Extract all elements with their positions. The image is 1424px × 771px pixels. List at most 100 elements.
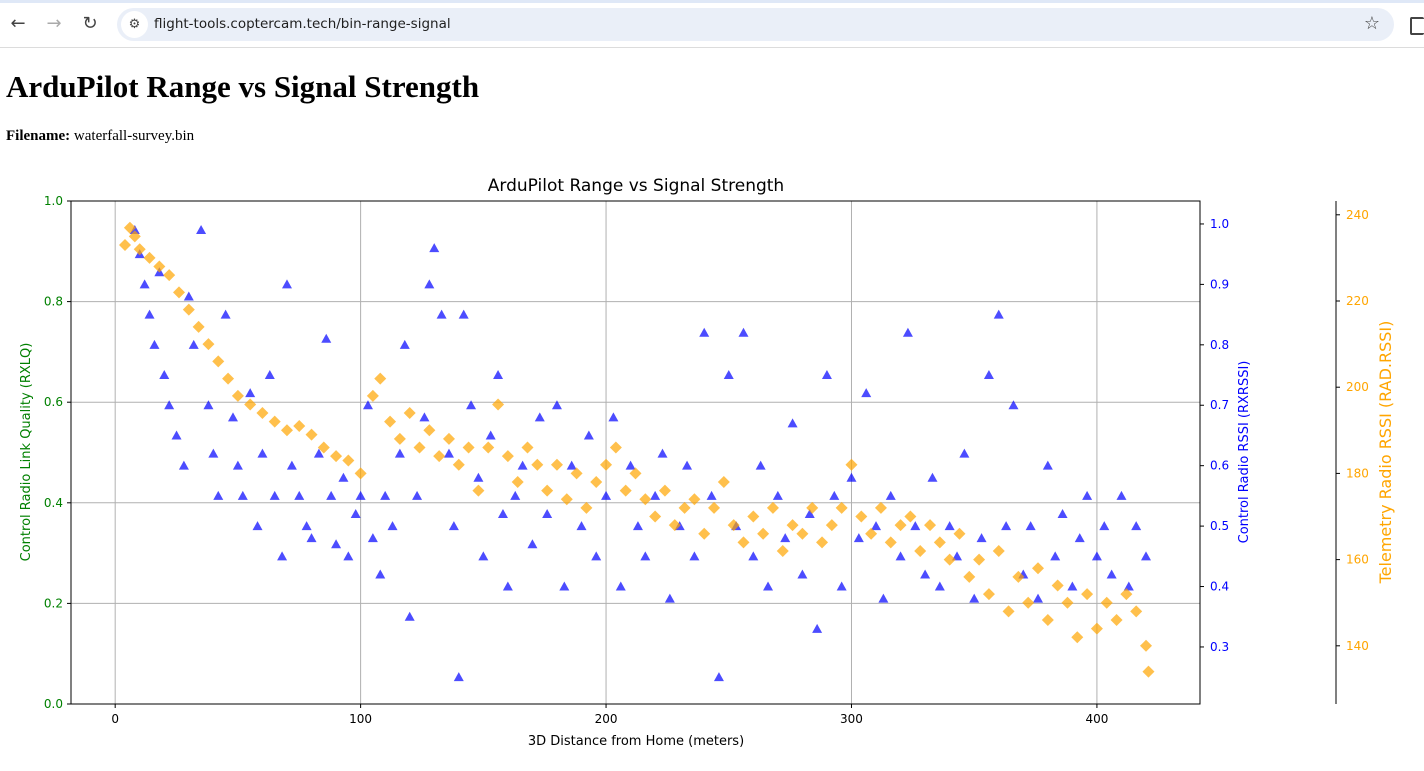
rad-rssi-point: [118, 238, 131, 251]
rxrssi-point: [159, 370, 170, 380]
reload-icon[interactable]: ↻: [82, 13, 98, 34]
rxrssi-point: [657, 448, 668, 458]
rad-rssi-point: [1022, 596, 1035, 609]
rxrssi-axis-label: Control Radio RSSI (RXRSSI): [1237, 361, 1252, 544]
rad-rssi-point: [727, 519, 740, 532]
rad-rssi-point: [943, 553, 956, 566]
rad-rssi-point: [776, 544, 789, 557]
rxrssi-point: [591, 551, 602, 561]
rad-rssi-point: [452, 458, 465, 471]
rad-rssi-point: [143, 251, 156, 264]
browser-toolbar: ← → ↻ ⚙ flight-tools.coptercam.tech/bin-…: [0, 3, 1424, 48]
rad-rssi-point: [330, 450, 343, 463]
rad-rssi-point: [904, 510, 917, 523]
rxrssi-point: [301, 521, 312, 531]
rad-rssi-point: [757, 527, 770, 540]
rxrssi-point: [983, 370, 994, 380]
rad-rssi-point: [1110, 613, 1123, 626]
rxrssi-point: [797, 569, 808, 579]
rxrssi-point: [466, 400, 477, 410]
rad-rssi-tick-label: 200: [1346, 380, 1369, 394]
rad-rssi-point: [541, 484, 554, 497]
rad-rssi-point: [393, 432, 406, 445]
rxrssi-point: [419, 412, 430, 422]
rad-rssi-point: [1090, 622, 1103, 635]
rad-rssi-point: [619, 484, 632, 497]
rad-rssi-point: [658, 484, 671, 497]
rad-rssi-point: [342, 454, 355, 467]
rad-rssi-point: [1071, 631, 1084, 644]
rxrssi-point: [478, 551, 489, 561]
url-text[interactable]: flight-tools.coptercam.tech/bin-range-si…: [154, 16, 451, 32]
rxrssi-point: [493, 370, 504, 380]
rad-rssi-point: [835, 501, 848, 514]
rxrssi-point: [1082, 490, 1093, 500]
x-tick-label: 300: [840, 712, 863, 726]
extension-icon[interactable]: [1410, 17, 1424, 35]
rxrssi-tick-label: 0.6: [1210, 459, 1229, 473]
left-axis-label: Control Radio Link Quality (RXLQ): [19, 343, 34, 562]
rxrssi-point: [429, 243, 440, 253]
rxrssi-point: [910, 521, 921, 531]
rad-rssi-tick-label: 180: [1346, 466, 1369, 480]
rxrssi-point: [566, 460, 577, 470]
rad-rssi-point: [244, 398, 257, 411]
rad-rssi-point: [600, 458, 613, 471]
rxrssi-point: [551, 400, 562, 410]
filename-value: waterfall-survey.bin: [73, 128, 195, 144]
rad-rssi-point: [472, 484, 485, 497]
rxrssi-point: [780, 533, 791, 543]
rad-rssi-point: [231, 389, 244, 402]
rxrssi-point: [640, 551, 651, 561]
rxrssi-point: [821, 370, 832, 380]
rxrssi-point: [355, 490, 366, 500]
rxrssi-point: [375, 569, 386, 579]
rxrssi-point: [829, 490, 840, 500]
rad-rssi-point: [796, 527, 809, 540]
rxrssi-point: [497, 509, 508, 519]
rad-rssi-point: [933, 536, 946, 549]
rad-rssi-point: [963, 570, 976, 583]
rxrssi-point: [1091, 551, 1102, 561]
rad-rssi-axis-label: Telemetry Radio RSSI (RAD.RSSI): [1376, 321, 1395, 585]
left-y-tick-label: 0.4: [44, 496, 63, 510]
rad-rssi-point: [433, 450, 446, 463]
rad-rssi-point: [280, 424, 293, 437]
rxrssi-point: [208, 448, 219, 458]
filename-line: Filename: waterfall-survey.bin: [6, 128, 194, 145]
rxrssi-point: [129, 225, 140, 235]
forward-icon[interactable]: →: [46, 13, 62, 34]
left-y-tick-label: 0.0: [44, 697, 63, 711]
rxrssi-point: [443, 448, 454, 458]
address-bar[interactable]: ⚙ flight-tools.coptercam.tech/bin-range-…: [117, 8, 1394, 41]
rxrssi-point: [306, 533, 317, 543]
rxrssi-point: [220, 309, 231, 319]
rxrssi-point: [448, 521, 459, 531]
x-axis-label: 3D Distance from Home (meters): [528, 734, 744, 749]
rxrssi-point: [993, 309, 1004, 319]
bookmark-star-icon[interactable]: ☆: [1363, 13, 1380, 34]
back-icon[interactable]: ←: [10, 13, 26, 34]
rad-rssi-tick-label: 240: [1346, 208, 1369, 222]
rad-rssi-point: [531, 458, 544, 471]
rxrssi-point: [281, 279, 292, 289]
rad-rssi-point: [560, 493, 573, 506]
rad-rssi-point: [874, 501, 887, 514]
left-y-tick-label: 0.8: [44, 295, 63, 309]
site-settings-icon[interactable]: ⚙: [121, 11, 148, 38]
rxrssi-point: [1001, 521, 1012, 531]
rxrssi-point: [559, 581, 570, 591]
rxrssi-tick-label: 0.4: [1210, 580, 1229, 594]
rxrssi-point: [412, 490, 423, 500]
rxrssi-point: [723, 370, 734, 380]
rad-rssi-point: [1051, 579, 1064, 592]
rxrssi-point: [294, 490, 305, 500]
rxrssi-point: [404, 611, 415, 621]
rxrssi-point: [772, 490, 783, 500]
rad-rssi-point: [855, 510, 868, 523]
rxrssi-point: [699, 327, 710, 337]
rxrssi-point: [458, 309, 469, 319]
rad-rssi-point: [825, 519, 838, 532]
rxrssi-point: [183, 291, 194, 301]
page-title: ArduPilot Range vs Signal Strength: [6, 69, 480, 104]
